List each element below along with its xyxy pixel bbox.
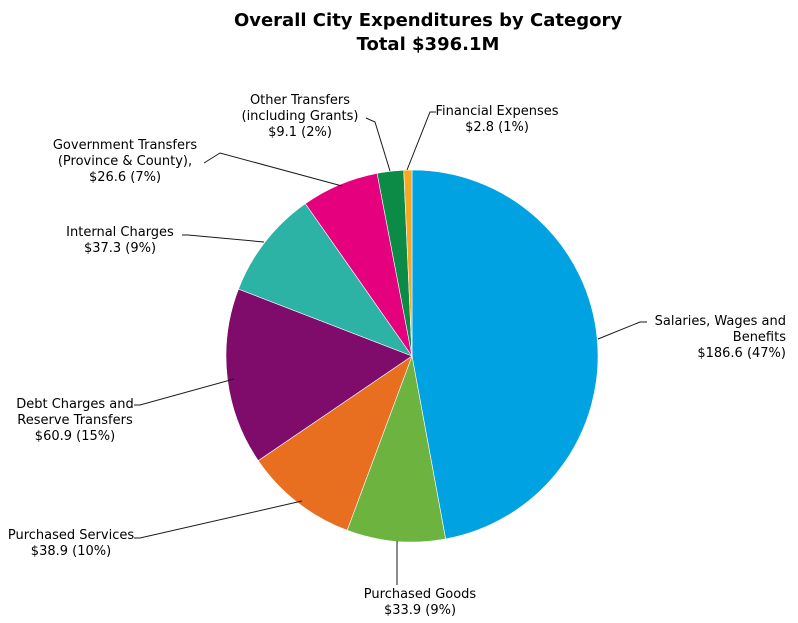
slice-label-2-line-1: $38.9 (10%)	[31, 544, 111, 559]
pie-slice-4	[238, 203, 413, 357]
leader-line-5	[203, 152, 343, 187]
pie-slice-3	[225, 288, 413, 462]
slice-label-0-line-2: $186.6 (47%)	[697, 346, 786, 361]
slice-label-6: Other Transfers (including Grants) $9.1 (2…	[242, 93, 359, 140]
slice-label-7-line-0: Financial Expenses	[436, 104, 559, 119]
leader-line-3	[134, 378, 235, 406]
slice-label-3-line-2: $60.9 (15%)	[35, 429, 115, 444]
slice-label-6-line-2: $9.1 (2%)	[268, 125, 332, 140]
chart-subtitle: Total $396.1M	[357, 34, 500, 55]
leader-lines	[134, 111, 647, 585]
slice-label-5-line-0: Government Transfers	[53, 138, 197, 153]
leader-line-4	[182, 234, 265, 243]
leader-line-7	[406, 111, 436, 171]
leader-line-0	[597, 321, 647, 340]
pie-slice-7	[403, 169, 413, 357]
slice-label-4-line-1: $37.3 (9%)	[84, 241, 156, 256]
slice-label-0-line-0: Salaries, Wages and	[655, 314, 786, 329]
slice-label-0: Salaries, Wages and Benefits $186.6 (47%)	[655, 314, 787, 361]
slice-label-5-line-2: $26.6 (7%)	[89, 170, 161, 185]
slice-label-5: Government Transfers (Province & County),…	[53, 138, 197, 185]
pie-slices	[225, 169, 599, 543]
leader-line-2	[134, 500, 303, 539]
slice-label-1-line-1: $33.9 (9%)	[384, 603, 456, 618]
slice-label-7-line-1: $2.8 (1%)	[465, 120, 529, 135]
slice-label-6-line-1: (including Grants)	[242, 109, 359, 124]
slice-label-3-line-0: Debt Charges and	[16, 397, 134, 412]
slice-label-0-line-1: Benefits	[733, 330, 786, 345]
slice-label-3: Debt Charges and Reserve Transfers $60.9 (…	[16, 397, 134, 444]
slice-label-5-line-1: (Province & County),	[58, 154, 192, 169]
slice-label-1: Purchased Goods $33.9 (9%)	[364, 587, 477, 618]
slice-label-7: Financial Expenses $2.8 (1%)	[436, 104, 559, 135]
slice-label-1-line-0: Purchased Goods	[364, 587, 477, 602]
slice-label-4-line-0: Internal Charges	[66, 225, 174, 240]
leader-line-6	[365, 117, 391, 172]
pie-slice-0	[411, 169, 599, 540]
chart-title: Overall City Expenditures by Category	[234, 10, 622, 31]
slice-label-2: Purchased Services $38.9 (10%)	[8, 528, 134, 559]
pie-slice-1	[346, 354, 446, 543]
slice-label-6-line-0: Other Transfers	[250, 93, 350, 108]
slice-label-4: Internal Charges $37.3 (9%)	[66, 225, 174, 256]
slice-labels: Salaries, Wages and Benefits $186.6 (47%) P…	[8, 93, 786, 618]
slice-label-2-line-0: Purchased Services	[8, 528, 134, 543]
slice-label-3-line-1: Reserve Transfers	[17, 413, 133, 428]
